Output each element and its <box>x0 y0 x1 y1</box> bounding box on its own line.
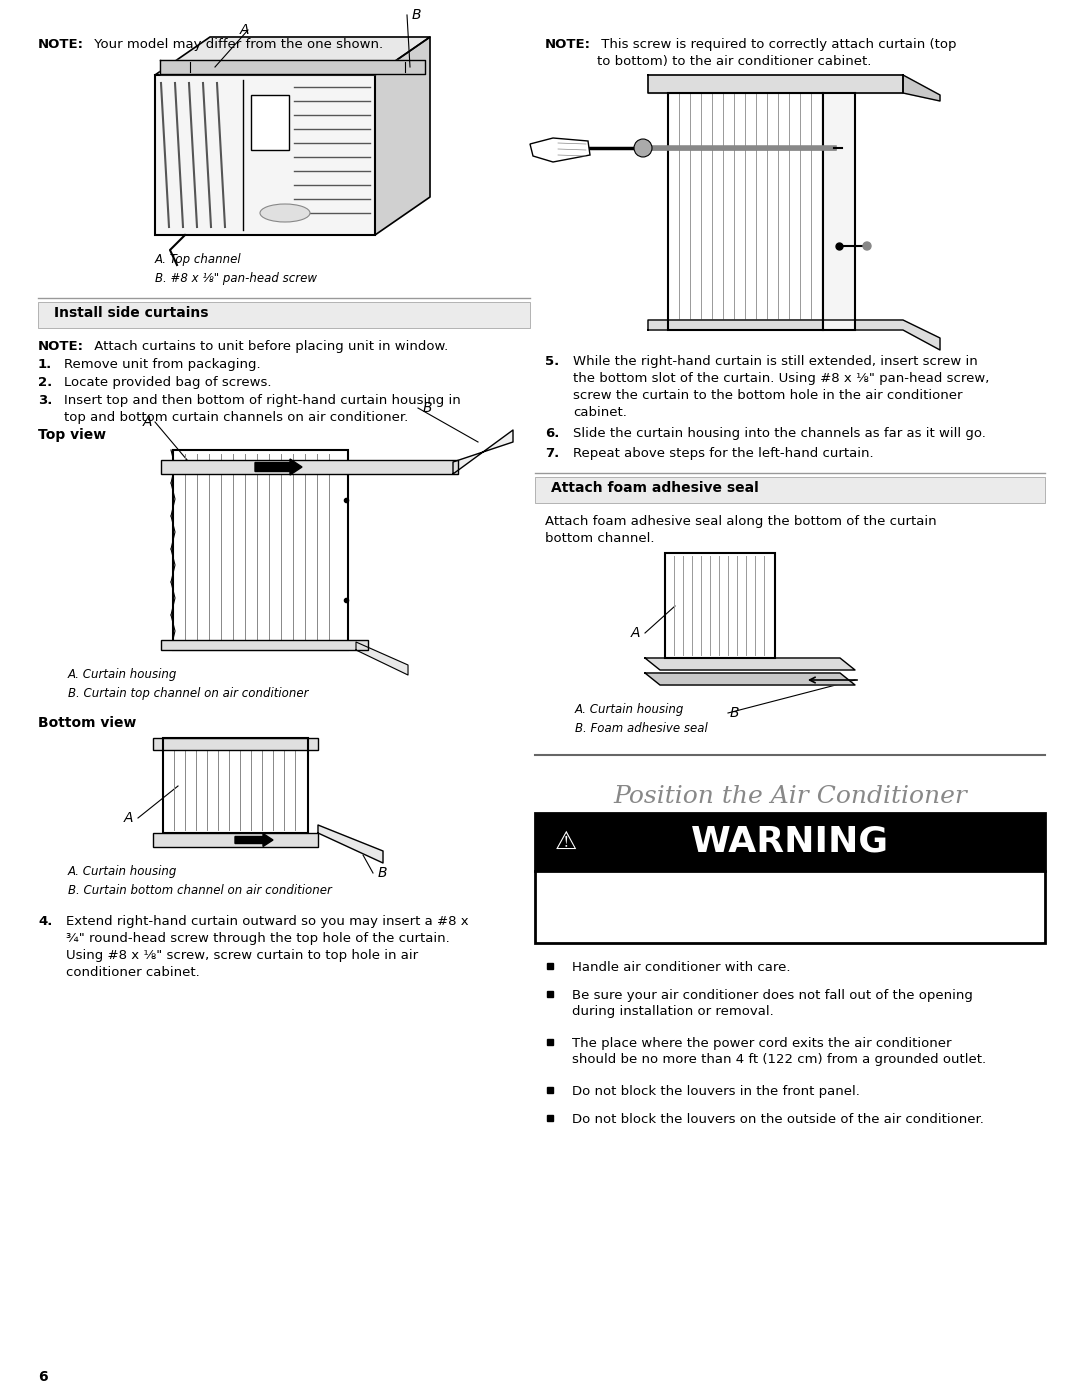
Text: A. Curtain housing
B. Foam adhesive seal: A. Curtain housing B. Foam adhesive seal <box>575 703 707 735</box>
Bar <box>665 553 775 658</box>
Text: B: B <box>423 401 432 415</box>
Bar <box>153 833 318 847</box>
Text: B: B <box>411 8 421 22</box>
Text: Do not block the louvers on the outside of the air conditioner.: Do not block the louvers on the outside … <box>572 1113 984 1126</box>
Text: Attach curtains to unit before placing unit in window.: Attach curtains to unit before placing u… <box>90 339 448 353</box>
Text: NOTE:: NOTE: <box>545 38 591 52</box>
Bar <box>163 738 308 833</box>
Polygon shape <box>375 36 430 235</box>
FancyArrow shape <box>235 834 273 847</box>
Text: 6.: 6. <box>545 427 559 440</box>
Text: A: A <box>631 626 640 640</box>
Text: A. Top channel
B. #8 x ⅛" pan-head screw: A. Top channel B. #8 x ⅛" pan-head screw <box>156 253 318 285</box>
Text: The place where the power cord exits the air conditioner
should be no more than : The place where the power cord exits the… <box>572 1037 986 1066</box>
Text: NOTE:: NOTE: <box>38 339 84 353</box>
Text: Locate provided bag of screws.: Locate provided bag of screws. <box>64 376 271 388</box>
Text: WARNING: WARNING <box>691 826 889 859</box>
Bar <box>156 75 375 235</box>
Text: 3.: 3. <box>38 394 52 407</box>
Text: 1.: 1. <box>38 358 52 372</box>
Bar <box>153 738 318 750</box>
Polygon shape <box>648 320 940 351</box>
Text: 6: 6 <box>38 1370 48 1384</box>
Text: Failure to do so can result in back or other injury.: Failure to do so can result in back or o… <box>596 923 984 937</box>
Bar <box>535 870 1045 943</box>
Text: 7.: 7. <box>545 447 559 460</box>
Bar <box>251 95 289 149</box>
Text: 2.: 2. <box>38 376 52 388</box>
Bar <box>669 94 823 330</box>
Circle shape <box>863 242 870 250</box>
Text: A: A <box>240 22 249 36</box>
Text: Use two or more people to move and install
air conditioner.: Use two or more people to move and insta… <box>619 897 961 929</box>
Text: A: A <box>123 812 133 826</box>
Text: Top view: Top view <box>38 427 106 441</box>
Text: Extend right-hand curtain outward so you may insert a #8 x
¾" round-head screw t: Extend right-hand curtain outward so you… <box>66 915 469 979</box>
Circle shape <box>634 138 652 156</box>
Text: A. Curtain housing
B. Curtain bottom channel on air conditioner: A. Curtain housing B. Curtain bottom cha… <box>68 865 332 897</box>
Text: Do not block the louvers in the front panel.: Do not block the louvers in the front pa… <box>572 1085 860 1098</box>
Polygon shape <box>903 75 940 101</box>
Text: Slide the curtain housing into the channels as far as it will go.: Slide the curtain housing into the chann… <box>573 427 986 440</box>
Bar <box>535 476 1045 503</box>
Text: Attach foam adhesive seal: Attach foam adhesive seal <box>551 481 759 495</box>
Text: Bottom view: Bottom view <box>38 717 136 731</box>
Text: B: B <box>730 705 740 719</box>
Text: Your model may differ from the one shown.: Your model may differ from the one shown… <box>90 38 383 52</box>
Text: Remove unit from packaging.: Remove unit from packaging. <box>64 358 260 372</box>
Polygon shape <box>453 430 513 474</box>
Text: Install side curtains: Install side curtains <box>54 306 208 320</box>
Text: 4.: 4. <box>38 915 52 928</box>
Polygon shape <box>356 643 408 675</box>
Text: A: A <box>143 415 152 429</box>
Ellipse shape <box>260 204 310 222</box>
Text: Excessive Weight Hazard: Excessive Weight Hazard <box>692 879 888 893</box>
Bar <box>823 94 855 330</box>
Text: Insert top and then bottom of right-hand curtain housing in
top and bottom curta: Insert top and then bottom of right-hand… <box>64 394 461 425</box>
Polygon shape <box>648 75 903 94</box>
Bar <box>38 302 530 328</box>
Polygon shape <box>318 826 383 863</box>
Text: This screw is required to correctly attach curtain (top
to bottom) to the air co: This screw is required to correctly atta… <box>597 38 957 68</box>
Polygon shape <box>530 138 590 162</box>
Text: While the right-hand curtain is still extended, insert screw in
the bottom slot : While the right-hand curtain is still ex… <box>573 355 989 419</box>
Text: NOTE:: NOTE: <box>38 38 84 52</box>
Text: Be sure your air conditioner does not fall out of the opening
during installatio: Be sure your air conditioner does not fa… <box>572 989 973 1018</box>
Bar <box>173 450 348 650</box>
Text: ⚠: ⚠ <box>555 830 578 854</box>
Text: B: B <box>378 866 388 880</box>
Polygon shape <box>645 673 855 685</box>
Polygon shape <box>160 60 426 74</box>
Bar <box>535 813 1045 870</box>
Polygon shape <box>645 658 855 671</box>
FancyArrow shape <box>255 460 302 475</box>
Text: Repeat above steps for the left-hand curtain.: Repeat above steps for the left-hand cur… <box>573 447 874 460</box>
Text: Position the Air Conditioner: Position the Air Conditioner <box>613 785 967 807</box>
Text: A. Curtain housing
B. Curtain top channel on air conditioner: A. Curtain housing B. Curtain top channe… <box>68 668 309 700</box>
Polygon shape <box>156 36 430 75</box>
Bar <box>161 640 368 650</box>
Text: Attach foam adhesive seal along the bottom of the curtain
bottom channel.: Attach foam adhesive seal along the bott… <box>545 515 936 545</box>
Text: Handle air conditioner with care.: Handle air conditioner with care. <box>572 961 791 974</box>
Bar <box>161 460 458 474</box>
Text: 5.: 5. <box>545 355 559 367</box>
